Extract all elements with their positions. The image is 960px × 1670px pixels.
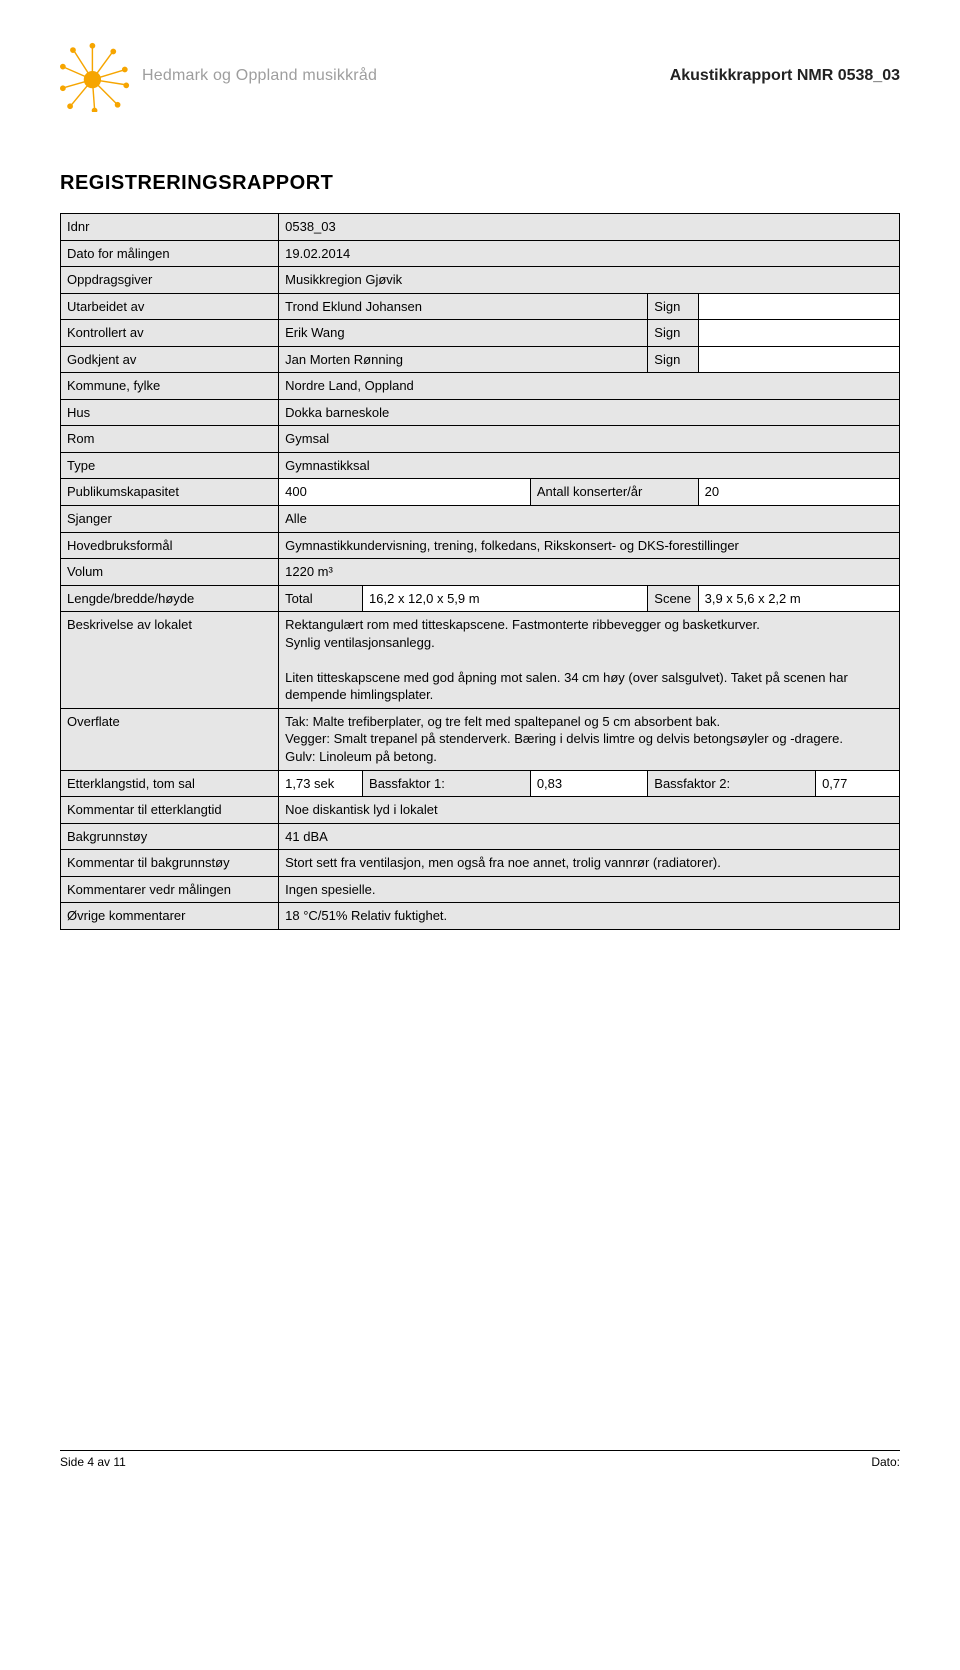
registration-table: Idnr 0538_03 Dato for målingen 19.02.201… bbox=[60, 213, 900, 930]
table-row: Sjanger Alle bbox=[61, 506, 900, 533]
table-row: Hus Dokka barneskole bbox=[61, 399, 900, 426]
table-row: Dato for målingen 19.02.2014 bbox=[61, 240, 900, 267]
sign-field bbox=[698, 293, 899, 320]
page-header: Hedmark og Oppland musikkråd Akustikkrap… bbox=[60, 40, 900, 112]
logo-block: Hedmark og Oppland musikkråd bbox=[60, 40, 377, 112]
label-etterklang: Etterklangstid, tom sal bbox=[61, 770, 279, 797]
sunburst-logo-icon bbox=[60, 40, 132, 112]
value-ovrige: 18 °C/51% Relativ fuktighet. bbox=[279, 903, 900, 930]
value-komm-etterklang: Noe diskantisk lyd i lokalet bbox=[279, 797, 900, 824]
table-row: Publikumskapasitet 400 Antall konserter/… bbox=[61, 479, 900, 506]
table-row: Kontrollert av Erik Wang Sign bbox=[61, 320, 900, 347]
value-overflate: Tak: Malte trefiberplater, og tre felt m… bbox=[279, 708, 900, 770]
label-bf1: Bassfaktor 1: bbox=[363, 770, 531, 797]
page-footer: Side 4 av 11 Dato: bbox=[60, 1450, 900, 1469]
value-kontrollert: Erik Wang bbox=[279, 320, 648, 347]
label-dato: Dato for målingen bbox=[61, 240, 279, 267]
table-row: Godkjent av Jan Morten Rønning Sign bbox=[61, 346, 900, 373]
table-row: Idnr 0538_03 bbox=[61, 214, 900, 241]
label-beskrivelse: Beskrivelse av lokalet bbox=[61, 612, 279, 709]
value-komm-maling: Ingen spesielle. bbox=[279, 876, 900, 903]
table-row: Kommune, fylke Nordre Land, Oppland bbox=[61, 373, 900, 400]
value-type: Gymnastikksal bbox=[279, 452, 900, 479]
value-dato: 19.02.2014 bbox=[279, 240, 900, 267]
table-row: Etterklangstid, tom sal 1,73 sek Bassfak… bbox=[61, 770, 900, 797]
label-kommune: Kommune, fylke bbox=[61, 373, 279, 400]
value-bakgrunn: 41 dBA bbox=[279, 823, 900, 850]
value-total: 16,2 x 12,0 x 5,9 m bbox=[363, 585, 648, 612]
label-godkjent: Godkjent av bbox=[61, 346, 279, 373]
label-overflate: Overflate bbox=[61, 708, 279, 770]
sign-label: Sign bbox=[648, 346, 698, 373]
sign-label: Sign bbox=[648, 293, 698, 320]
label-total: Total bbox=[279, 585, 363, 612]
value-publikum: 400 bbox=[279, 479, 531, 506]
table-row: Overflate Tak: Malte trefiberplater, og … bbox=[61, 708, 900, 770]
footer-date: Dato: bbox=[871, 1455, 900, 1469]
table-row: Kommentarer vedr målingen Ingen spesiell… bbox=[61, 876, 900, 903]
table-row: Utarbeidet av Trond Eklund Johansen Sign bbox=[61, 293, 900, 320]
label-konserter: Antall konserter/år bbox=[530, 479, 698, 506]
value-beskrivelse: Rektangulært rom med titteskapscene. Fas… bbox=[279, 612, 900, 709]
value-etterklang: 1,73 sek bbox=[279, 770, 363, 797]
value-utarbeidet: Trond Eklund Johansen bbox=[279, 293, 648, 320]
table-row: Rom Gymsal bbox=[61, 426, 900, 453]
label-kontrollert: Kontrollert av bbox=[61, 320, 279, 347]
value-kommune: Nordre Land, Oppland bbox=[279, 373, 900, 400]
label-hovedbruk: Hovedbruksformål bbox=[61, 532, 279, 559]
label-utarbeidet: Utarbeidet av bbox=[61, 293, 279, 320]
table-row: Type Gymnastikksal bbox=[61, 452, 900, 479]
value-komm-bakgrunn: Stort sett fra ventilasjon, men også fra… bbox=[279, 850, 900, 877]
table-row: Øvrige kommentarer 18 °C/51% Relativ fuk… bbox=[61, 903, 900, 930]
value-hus: Dokka barneskole bbox=[279, 399, 900, 426]
label-idnr: Idnr bbox=[61, 214, 279, 241]
value-scene: 3,9 x 5,6 x 2,2 m bbox=[698, 585, 899, 612]
table-row: Kommentar til bakgrunnstøy Stort sett fr… bbox=[61, 850, 900, 877]
document-reference: Akustikkrapport NMR 0538_03 bbox=[670, 67, 900, 85]
label-type: Type bbox=[61, 452, 279, 479]
org-name: Hedmark og Oppland musikkråd bbox=[142, 67, 377, 85]
label-ovrige: Øvrige kommentarer bbox=[61, 903, 279, 930]
label-sjanger: Sjanger bbox=[61, 506, 279, 533]
table-row: Hovedbruksformål Gymnastikkundervisning,… bbox=[61, 532, 900, 559]
label-lengde: Lengde/bredde/høyde bbox=[61, 585, 279, 612]
label-oppdragsgiver: Oppdragsgiver bbox=[61, 267, 279, 294]
label-rom: Rom bbox=[61, 426, 279, 453]
table-row: Kommentar til etterklangtid Noe diskanti… bbox=[61, 797, 900, 824]
value-rom: Gymsal bbox=[279, 426, 900, 453]
label-bakgrunn: Bakgrunnstøy bbox=[61, 823, 279, 850]
value-hovedbruk: Gymnastikkundervisning, trening, folkeda… bbox=[279, 532, 900, 559]
label-komm-bakgrunn: Kommentar til bakgrunnstøy bbox=[61, 850, 279, 877]
label-bf2: Bassfaktor 2: bbox=[648, 770, 816, 797]
table-row: Volum 1220 m³ bbox=[61, 559, 900, 586]
sign-field bbox=[698, 346, 899, 373]
label-scene: Scene bbox=[648, 585, 698, 612]
label-hus: Hus bbox=[61, 399, 279, 426]
value-konserter: 20 bbox=[698, 479, 899, 506]
value-bf1: 0,83 bbox=[530, 770, 647, 797]
table-row: Beskrivelse av lokalet Rektangulært rom … bbox=[61, 612, 900, 709]
value-godkjent: Jan Morten Rønning bbox=[279, 346, 648, 373]
value-sjanger: Alle bbox=[279, 506, 900, 533]
table-row: Bakgrunnstøy 41 dBA bbox=[61, 823, 900, 850]
label-publikum: Publikumskapasitet bbox=[61, 479, 279, 506]
table-row: Lengde/bredde/høyde Total 16,2 x 12,0 x … bbox=[61, 585, 900, 612]
value-idnr: 0538_03 bbox=[279, 214, 900, 241]
value-bf2: 0,77 bbox=[816, 770, 900, 797]
label-volum: Volum bbox=[61, 559, 279, 586]
label-komm-maling: Kommentarer vedr målingen bbox=[61, 876, 279, 903]
sign-field bbox=[698, 320, 899, 347]
table-row: Oppdragsgiver Musikkregion Gjøvik bbox=[61, 267, 900, 294]
sign-label: Sign bbox=[648, 320, 698, 347]
footer-page: Side 4 av 11 bbox=[60, 1455, 126, 1469]
label-komm-etterklang: Kommentar til etterklangtid bbox=[61, 797, 279, 824]
value-volum: 1220 m³ bbox=[279, 559, 900, 586]
page-title: REGISTRERINGSRAPPORT bbox=[60, 172, 900, 195]
value-oppdragsgiver: Musikkregion Gjøvik bbox=[279, 267, 900, 294]
